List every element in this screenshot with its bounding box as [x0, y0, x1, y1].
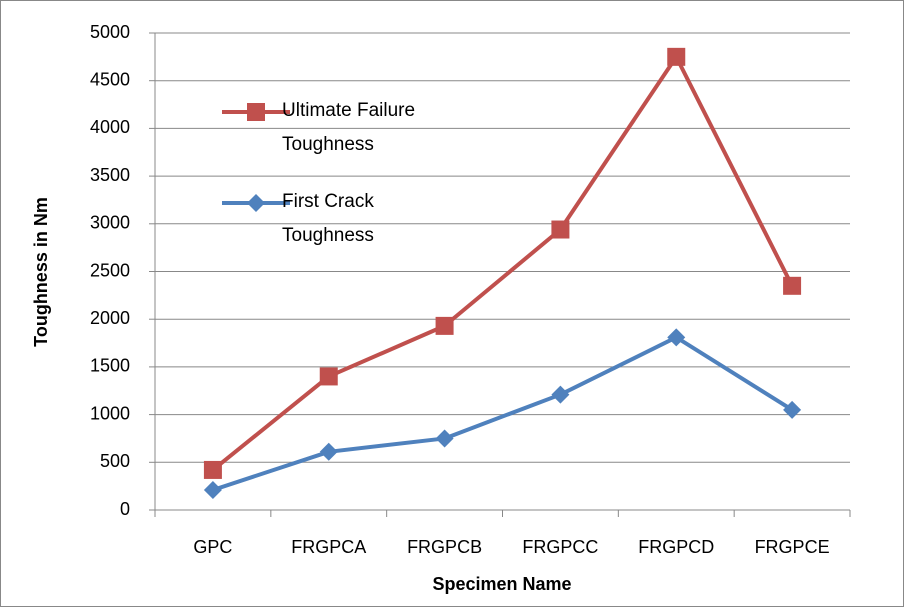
- data-point: [667, 47, 686, 66]
- data-point: [319, 442, 338, 461]
- data-point: [203, 480, 222, 499]
- y-tick-label: 1500: [90, 356, 130, 376]
- data-point: [435, 316, 454, 335]
- data-point: [203, 460, 222, 479]
- legend-label: First Crack Toughness: [282, 191, 374, 246]
- x-tick-label: FRGPCA: [291, 537, 366, 557]
- x-tick-label: FRGPCD: [638, 537, 714, 557]
- legend-marker: [247, 194, 265, 212]
- data-point: [551, 220, 570, 239]
- x-tick-label: FRGPCE: [755, 537, 830, 557]
- y-tick-label: 4500: [90, 69, 130, 89]
- data-point: [783, 276, 802, 295]
- y-tick-label: 2500: [90, 260, 130, 280]
- x-tick-label: FRGPCB: [407, 537, 482, 557]
- y-tick-label: 0: [120, 499, 130, 519]
- y-tick-label: 4000: [90, 117, 130, 137]
- data-point: [319, 367, 338, 386]
- x-tick-label: FRGPCC: [522, 537, 598, 557]
- series-line: [212, 335, 794, 492]
- y-tick-label: 3500: [90, 165, 130, 185]
- y-tick-label: 5000: [90, 22, 130, 42]
- data-point: [551, 385, 570, 404]
- y-tick-label: 3000: [90, 213, 130, 233]
- x-axis-title: Specimen Name: [432, 574, 571, 594]
- y-tick-label: 500: [100, 451, 130, 471]
- data-point: [783, 400, 802, 419]
- series-line: [211, 54, 794, 472]
- legend-marker: [247, 103, 265, 121]
- data-point: [667, 328, 686, 347]
- y-axis-title: Toughness in Nm: [31, 197, 51, 347]
- data-point: [435, 429, 454, 448]
- x-tick-label: GPC: [193, 537, 232, 557]
- legend-label: Ultimate Failure Toughness: [282, 100, 416, 155]
- y-tick-label: 2000: [90, 308, 130, 328]
- y-tick-label: 1000: [90, 403, 130, 423]
